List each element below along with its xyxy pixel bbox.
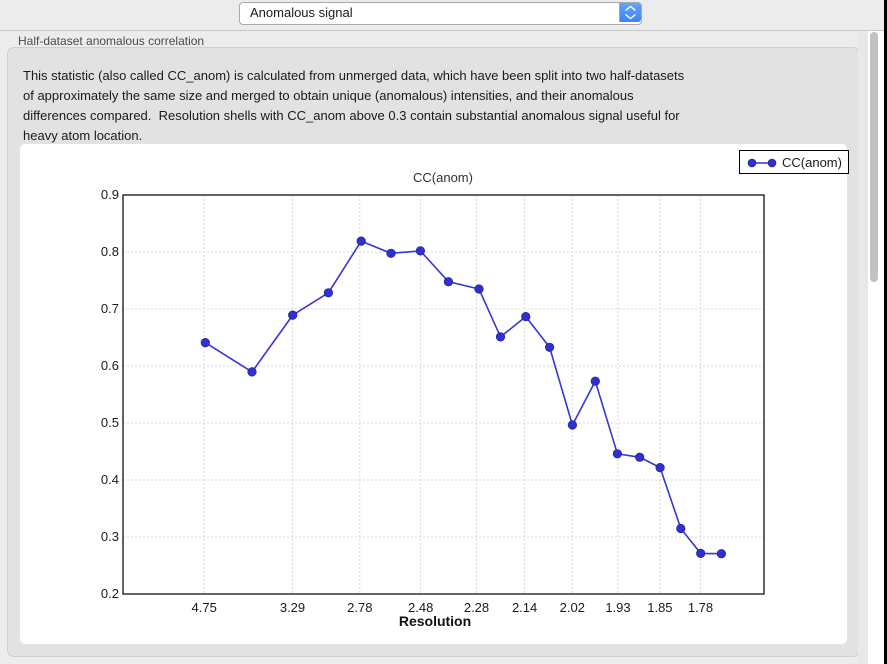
svg-text:0.9: 0.9	[101, 187, 119, 202]
svg-text:0.2: 0.2	[101, 586, 119, 601]
svg-text:CC(anom): CC(anom)	[413, 170, 473, 185]
svg-text:0.6: 0.6	[101, 358, 119, 373]
svg-text:0.7: 0.7	[101, 301, 119, 316]
svg-text:0.8: 0.8	[101, 244, 119, 259]
svg-text:0.4: 0.4	[101, 472, 119, 487]
svg-text:0.5: 0.5	[101, 415, 119, 430]
svg-text:0.3: 0.3	[101, 529, 119, 544]
